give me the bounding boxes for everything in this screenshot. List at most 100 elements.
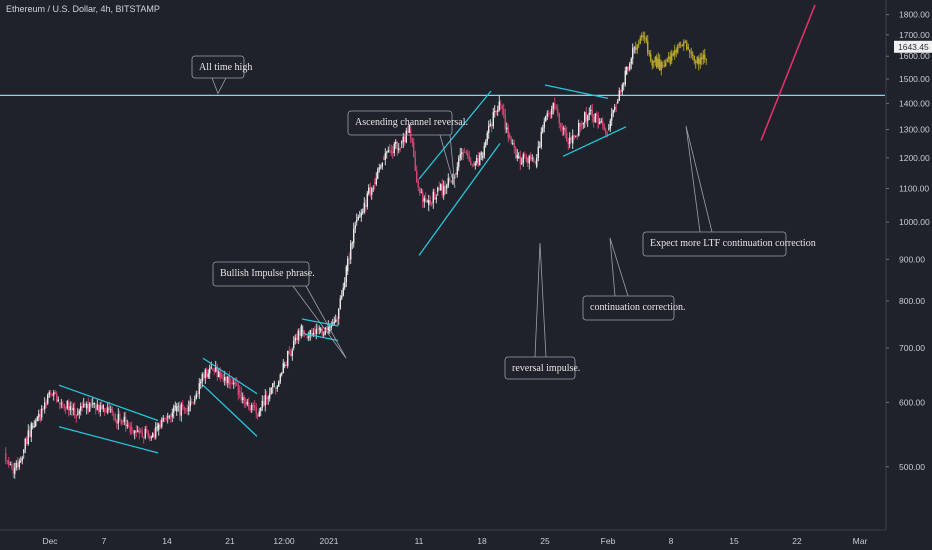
candle bbox=[455, 172, 457, 179]
candle bbox=[119, 410, 121, 422]
candle bbox=[434, 188, 436, 201]
candle bbox=[578, 119, 580, 137]
candle bbox=[339, 295, 341, 310]
candle bbox=[122, 420, 124, 425]
projection-candle bbox=[657, 52, 659, 70]
candle bbox=[258, 408, 260, 417]
candle bbox=[129, 422, 131, 436]
candle bbox=[209, 364, 211, 379]
candle bbox=[9, 461, 11, 466]
candle bbox=[242, 392, 244, 404]
callout-all-time-high: All time high bbox=[199, 62, 253, 73]
candle bbox=[203, 372, 205, 381]
candle bbox=[213, 367, 215, 376]
candle bbox=[377, 167, 379, 180]
candle bbox=[341, 290, 343, 301]
candle bbox=[524, 151, 526, 159]
candle bbox=[360, 208, 362, 222]
projection-candle bbox=[654, 55, 656, 67]
candle bbox=[393, 141, 395, 157]
y-tick-label: 700.00 bbox=[899, 343, 925, 353]
candle bbox=[498, 95, 500, 112]
candle bbox=[447, 173, 449, 189]
candle bbox=[59, 402, 61, 410]
triangle-lower bbox=[562, 126, 627, 157]
candle bbox=[135, 424, 137, 438]
candle bbox=[357, 214, 359, 221]
projection-candle bbox=[648, 49, 650, 57]
candle bbox=[311, 327, 313, 338]
current-price-badge bbox=[894, 40, 932, 53]
candle bbox=[32, 422, 34, 430]
candle bbox=[371, 186, 373, 200]
candle bbox=[150, 435, 152, 441]
candle bbox=[345, 264, 347, 288]
projection-candle bbox=[638, 39, 640, 49]
candle bbox=[128, 421, 130, 428]
price-axis[interactable]: 500.00 600.00 700.00 800.00 900.00 1000.00 110… bbox=[885, 0, 932, 550]
candle bbox=[348, 252, 350, 265]
candle bbox=[354, 221, 356, 234]
candle bbox=[375, 172, 377, 187]
candle bbox=[398, 143, 400, 154]
projection-layer bbox=[635, 31, 707, 76]
projection-candle bbox=[639, 35, 641, 45]
candle bbox=[606, 131, 608, 138]
time-axis[interactable]: Dec 7 14 21 12:00 2021 11 18 25 Feb 8 15 22 Mar bbox=[0, 529, 886, 546]
candle bbox=[356, 213, 358, 226]
candle bbox=[240, 386, 242, 403]
y-tick-label: 1000.00 bbox=[899, 217, 930, 227]
candle bbox=[216, 363, 218, 381]
candle bbox=[35, 418, 37, 428]
callout-pointer-expect-more bbox=[685, 125, 713, 233]
candle bbox=[320, 327, 322, 334]
candle bbox=[557, 104, 559, 117]
candle bbox=[410, 123, 412, 144]
candle bbox=[380, 164, 382, 170]
candle bbox=[536, 153, 538, 169]
candle bbox=[179, 401, 181, 421]
candle bbox=[369, 182, 371, 198]
candle bbox=[182, 400, 184, 411]
candle bbox=[158, 422, 160, 436]
candle bbox=[555, 104, 557, 110]
candle bbox=[81, 401, 83, 412]
candle bbox=[468, 150, 470, 162]
candle bbox=[41, 405, 43, 421]
candle bbox=[255, 403, 257, 419]
projection-candle bbox=[675, 47, 677, 58]
projection-candle bbox=[668, 52, 670, 63]
candle bbox=[222, 373, 224, 383]
projection-candle bbox=[693, 55, 695, 65]
candle bbox=[285, 360, 287, 367]
candle bbox=[173, 404, 175, 419]
candle bbox=[116, 418, 118, 429]
candle bbox=[72, 403, 74, 416]
candle bbox=[362, 208, 364, 215]
candle bbox=[563, 125, 565, 136]
candle bbox=[488, 120, 490, 139]
candle bbox=[383, 155, 385, 161]
candle bbox=[519, 150, 521, 171]
y-tick-label: 1200.00 bbox=[899, 153, 930, 163]
candle bbox=[206, 367, 208, 379]
candle bbox=[38, 409, 40, 422]
candle bbox=[326, 325, 328, 332]
candle bbox=[521, 157, 523, 165]
candle bbox=[71, 401, 73, 417]
candle bbox=[429, 195, 431, 206]
callout-box-bullish-impulse bbox=[212, 261, 310, 287]
candle bbox=[392, 145, 394, 159]
callout-pointers-layer bbox=[191, 55, 787, 380]
candle bbox=[95, 403, 97, 415]
callout-expect-more: Expect more LTF continuation correction bbox=[650, 238, 816, 249]
candle bbox=[423, 195, 425, 208]
candle bbox=[425, 192, 427, 203]
x-tick-label: 21 bbox=[225, 536, 235, 546]
projection-candle bbox=[698, 55, 700, 71]
candle bbox=[251, 402, 253, 413]
candle bbox=[474, 160, 476, 170]
candle bbox=[152, 432, 154, 438]
late-december-channel-lower bbox=[202, 384, 258, 437]
